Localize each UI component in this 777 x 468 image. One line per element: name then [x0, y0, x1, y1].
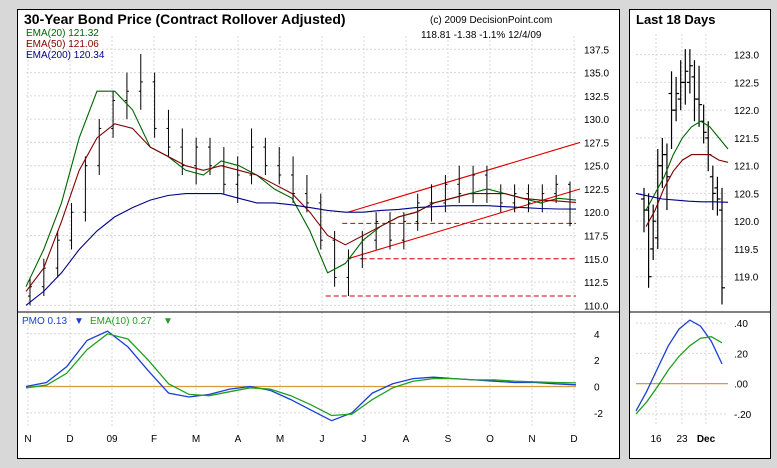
side-y-tick-label: 120.0	[734, 217, 759, 228]
side-pmo-ema-line	[635, 336, 723, 415]
legend-ema50: EMA(50) 121.06	[26, 39, 99, 50]
pmo-tick-label: -2	[594, 409, 603, 420]
quote-text: 118.81 -1.38 -1.1% 12/4/09	[421, 30, 542, 41]
x-tick-label: A	[403, 434, 410, 445]
x-tick-label: 09	[106, 434, 118, 445]
y-tick-label: 120.0	[584, 208, 609, 219]
side-ema20-line	[645, 120, 729, 211]
side-pmo-tick-label: .00	[734, 380, 748, 391]
y-tick-label: 130.0	[584, 115, 609, 126]
side-x-tick-label: 16	[650, 434, 662, 445]
x-tick-label: D	[570, 434, 577, 445]
main-chart: N D 09 F M A M J J A S O N D 137.5 135.0 132.5 130.0 127.5…	[18, 11, 619, 445]
pmo-ema-line	[25, 333, 577, 417]
y-tick-label: 110.0	[584, 301, 609, 312]
side-x-tick-label: 23	[676, 434, 688, 445]
side-ema200-line	[635, 192, 729, 203]
y-tick-label: 125.0	[584, 162, 609, 173]
legend-ema20: EMA(20) 121.32	[26, 28, 99, 39]
side-chart: 123.0 122.5 122.0 121.5 121.0 120.5 120.0 119.5…	[630, 12, 770, 445]
pmo-ema-legend: EMA(10) 0.27	[90, 316, 152, 327]
y-tick-label: 127.5	[584, 138, 609, 149]
y-tick-label: 132.5	[584, 92, 609, 103]
x-tick-label: M	[192, 434, 200, 445]
pmo-tick-label: 4	[594, 330, 600, 341]
ema20-line	[25, 90, 577, 287]
pmo-ema-arrow-icon: ▼	[163, 316, 173, 327]
x-tick-label: M	[276, 434, 284, 445]
y-tick-label: 135.0	[584, 69, 609, 80]
x-tick-label: J	[320, 434, 325, 445]
side-pmo-tick-label: .20	[734, 349, 748, 360]
y-tick-label: 117.5	[584, 232, 609, 243]
pmo-arrow-icon: ▼	[74, 316, 84, 327]
x-tick-label: A	[235, 434, 242, 445]
side-y-tick-label: 123.0	[734, 51, 759, 62]
pmo-legend: PMO 0.13	[22, 316, 67, 327]
side-title: Last 18 Days	[636, 12, 716, 27]
side-y-tick-label: 119.5	[734, 245, 759, 256]
chart-title: 30-Year Bond Price (Contract Rollover Ad…	[24, 11, 346, 27]
side-chart-panel: 123.0 122.5 122.0 121.5 121.0 120.5 120.0 119.5…	[629, 9, 771, 459]
side-y-tick-label: 122.0	[734, 106, 759, 117]
channel-lower-line	[347, 188, 581, 260]
pmo-tick-label: 0	[594, 382, 600, 393]
y-tick-label: 115.0	[584, 255, 609, 266]
pmo-tick-label: 2	[594, 356, 600, 367]
channel-upper-line	[347, 141, 581, 213]
x-tick-label: D	[66, 434, 73, 445]
main-chart-panel: N D 09 F M A M J J A S O N D 137.5 135.0 132.5 130.0 127.5…	[17, 9, 620, 459]
y-tick-label: 137.5	[584, 45, 609, 56]
x-tick-label: N	[24, 434, 31, 445]
side-y-tick-label: 120.5	[734, 189, 759, 200]
ema200-line	[25, 193, 577, 306]
copyright-text: (c) 2009 DecisionPoint.com	[430, 15, 552, 26]
x-tick-label: J	[362, 434, 367, 445]
side-pmo-tick-label: .40	[734, 319, 748, 330]
y-tick-label: 122.5	[584, 185, 609, 196]
side-y-tick-label: 121.5	[734, 134, 759, 145]
side-pmo-tick-label: -.20	[734, 410, 752, 421]
pmo-line	[25, 330, 577, 422]
side-y-tick-label: 119.0	[734, 273, 759, 284]
x-tick-label: O	[486, 434, 494, 445]
side-x-tick-label: Dec	[697, 434, 716, 445]
x-tick-label: N	[528, 434, 535, 445]
x-tick-label: F	[151, 434, 157, 445]
side-y-tick-label: 122.5	[734, 78, 759, 89]
legend-ema200: EMA(200) 120.34	[26, 50, 105, 61]
x-tick-label: S	[445, 434, 452, 445]
y-tick-label: 112.5	[584, 278, 609, 289]
ema50-line	[25, 123, 577, 292]
side-y-tick-label: 121.0	[734, 162, 759, 173]
side-pmo-line	[635, 319, 723, 412]
